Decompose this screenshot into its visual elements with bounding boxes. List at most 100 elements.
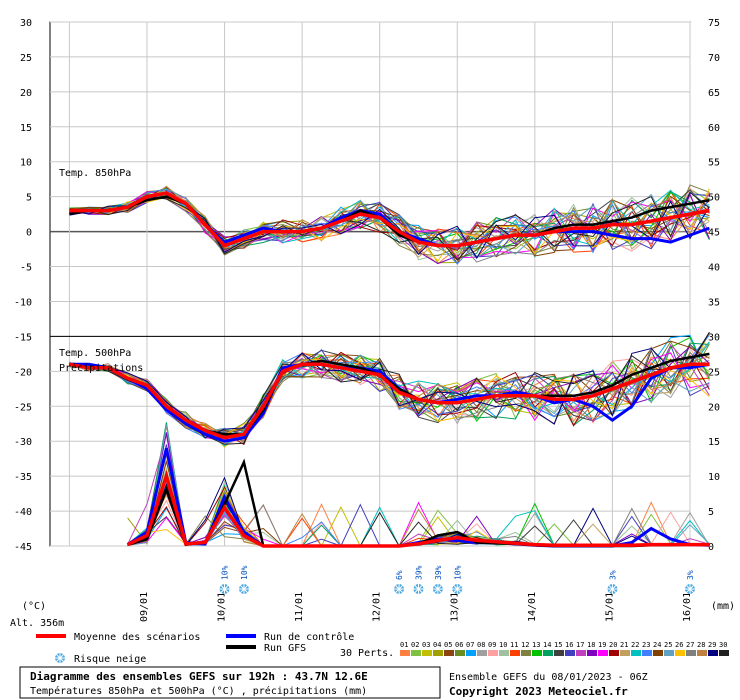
right-tick-label: 0	[708, 542, 714, 553]
pert-id-label: 02	[411, 641, 419, 649]
legend-control-label: Run de contrôle	[264, 631, 354, 643]
pert-swatch	[642, 650, 652, 656]
pert-swatch	[587, 650, 597, 656]
pert-id-label: 12	[521, 641, 529, 649]
right-tick-label: 60	[708, 123, 720, 134]
left-tick-label: -40	[14, 507, 32, 518]
right-tick-label: 40	[708, 263, 720, 274]
x-tick-label: 16/01	[682, 592, 693, 622]
pert-swatch	[433, 650, 443, 656]
snowflake-icon	[413, 584, 424, 594]
perturbation-line	[69, 188, 710, 259]
pert-id-label: 27	[686, 641, 694, 649]
pert-id-label: 23	[642, 641, 650, 649]
left-tick-label: -30	[14, 437, 32, 448]
pert-swatch	[543, 650, 553, 656]
legend: Moyenne des scénarios Run de contrôle Ru…	[36, 631, 729, 665]
label-t500: Temp. 500hPa	[59, 348, 131, 359]
pert-id-label: 01	[400, 641, 408, 649]
chart-subtitle: Températures 850hPa et 500hPa (°C) , pré…	[30, 685, 367, 697]
snow-risk-pct: 39%	[434, 565, 443, 580]
pert-swatch	[576, 650, 586, 656]
left-tick-label: 15	[20, 123, 32, 134]
left-tick-label: -25	[14, 402, 32, 413]
pert-swatch	[631, 650, 641, 656]
x-tick-label: 10/01	[217, 592, 228, 622]
right-tick-label: 10	[708, 472, 720, 483]
right-tick-label: 50	[708, 193, 720, 204]
pert-id-label: 08	[477, 641, 485, 649]
snow-risk-pct: 10%	[221, 565, 230, 580]
right-tick-label: 5	[708, 507, 714, 518]
pert-id-label: 07	[466, 641, 474, 649]
left-tick-label: 30	[20, 18, 32, 29]
left-tick-label: -45	[14, 542, 32, 553]
right-tick-label: 20	[708, 402, 720, 413]
pert-swatch	[532, 650, 542, 656]
snow-risk-pct: 10%	[453, 565, 462, 580]
left-axis-ticks: 30 25 20 15 10 5 0 -5 -10 -15 -20 -25 -30 -35 -40 -45	[14, 18, 32, 553]
legend-mean-label: Moyenne des scénarios	[74, 631, 200, 643]
pert-id-label: 15	[554, 641, 562, 649]
snow-risk-markers: 10% 10% 6% 39% 39% 10% 3% 3%	[219, 565, 695, 594]
left-tick-label: 10	[20, 158, 32, 169]
snowflake-icon	[452, 584, 463, 594]
pert-swatch	[455, 650, 465, 656]
snowflake-icon	[685, 584, 695, 594]
pert-swatch	[719, 650, 729, 656]
pert-id-label: 25	[664, 641, 672, 649]
x-tick-label: 12/01	[372, 592, 383, 622]
pert-swatch	[565, 650, 575, 656]
pert-id-label: 06	[455, 641, 463, 649]
pert-id-label: 24	[653, 641, 661, 649]
snowflake-icon	[238, 584, 249, 594]
pert-id-label: 22	[631, 641, 639, 649]
pert-swatch	[466, 650, 476, 656]
pert-swatch	[521, 650, 531, 656]
left-axis-unit: (°C)	[22, 601, 46, 612]
pert-id-label: 16	[565, 641, 573, 649]
pert-swatch	[708, 650, 718, 656]
pert-swatch	[653, 650, 663, 656]
pert-id-label: 19	[598, 641, 606, 649]
pert-swatch	[675, 650, 685, 656]
perturbation-legend: 01 02 03 04 05 06 07 08 09 10 11 12 13 14 15 16 17 18 19 20…	[400, 641, 729, 656]
snowflake-icon	[394, 584, 405, 594]
pert-id-label: 20	[609, 641, 617, 649]
right-tick-label: 55	[708, 158, 720, 169]
run-info: Ensemble GEFS du 08/01/2023 - 06Z	[449, 672, 648, 683]
left-tick-label: 0	[26, 228, 32, 239]
copyright: Copyright 2023 Meteociel.fr	[449, 685, 628, 698]
left-tick-label: -15	[14, 332, 32, 343]
snowflake-icon	[432, 584, 443, 594]
legend-snow-icon	[55, 653, 65, 663]
x-tick-label: 15/01	[604, 592, 615, 622]
left-tick-label: -5	[20, 263, 32, 274]
right-tick-label: 25	[708, 367, 720, 378]
left-tick-label: -10	[14, 297, 32, 308]
pert-id-label: 11	[510, 641, 518, 649]
pert-id-label: 18	[587, 641, 595, 649]
pert-id-label: 14	[543, 641, 551, 649]
pert-id-label: 30	[719, 641, 727, 649]
snow-risk-pct: 39%	[414, 565, 423, 580]
pert-id-label: 21	[620, 641, 628, 649]
pert-swatch	[697, 650, 707, 656]
left-tick-label: 20	[20, 88, 32, 99]
pert-swatch	[510, 650, 520, 656]
pert-swatch	[499, 650, 509, 656]
right-tick-label: 45	[708, 228, 720, 239]
snow-risk-pct: 6%	[395, 570, 404, 580]
pert-swatch	[400, 650, 410, 656]
right-axis-unit: (mm)	[711, 601, 735, 612]
snowflake-icon	[219, 584, 230, 594]
pert-id-label: 13	[532, 641, 540, 649]
snowflake-icon	[607, 584, 618, 594]
pert-swatch	[609, 650, 619, 656]
pert-id-label: 05	[444, 641, 452, 649]
snow-risk-pct: 3%	[686, 570, 695, 580]
left-tick-label: 5	[26, 193, 32, 204]
pert-swatch	[488, 650, 498, 656]
